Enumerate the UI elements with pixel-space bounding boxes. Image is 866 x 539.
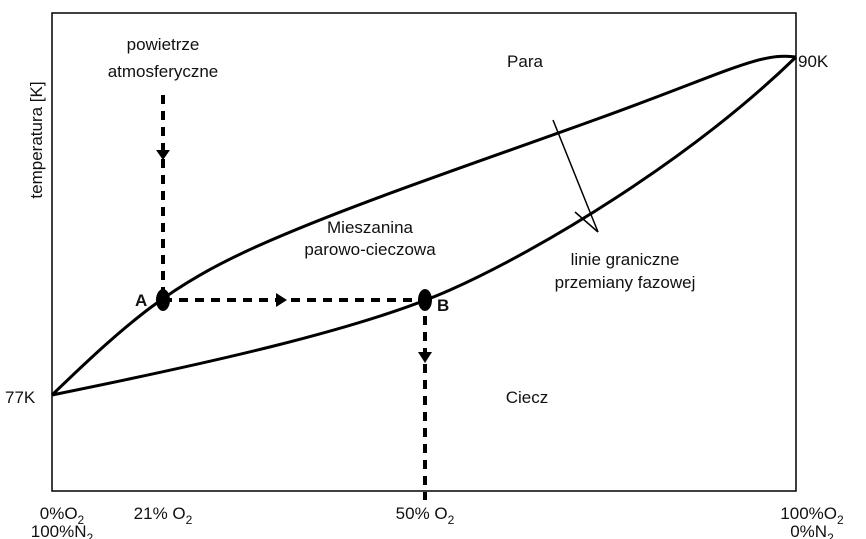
dew-curve — [50, 54, 797, 397]
x-label: 100%O2 — [780, 504, 844, 527]
region-label: Mieszanina — [327, 218, 414, 237]
x-label-sub: 2 — [827, 531, 834, 539]
axis-label: temperatura [K] — [27, 81, 46, 198]
x-label: 0%N2 — [790, 522, 834, 539]
temp-label: 77K — [5, 388, 36, 407]
bubble-curve — [51, 55, 798, 397]
x-label: 50% O2 — [396, 504, 455, 527]
region-label: parowo-cieczowa — [304, 240, 436, 259]
region-label: Para — [507, 52, 543, 71]
point-label: B — [437, 296, 449, 315]
x-label: 100%N2 — [31, 522, 94, 539]
leader-line — [552, 119, 599, 233]
x-label-sub: 2 — [87, 531, 94, 539]
region-label: Ciecz — [506, 388, 549, 407]
arrow — [276, 293, 287, 307]
x-label-sub: 2 — [837, 513, 844, 527]
point-a — [156, 289, 170, 311]
x-label-sub: 2 — [78, 513, 85, 527]
x-label-text: 0%O — [40, 504, 78, 523]
x-label-text: 21% O — [134, 504, 186, 523]
temp-label: 90K — [798, 52, 829, 71]
boundary-label: przemiany fazowej — [555, 273, 696, 292]
arrow — [418, 352, 432, 363]
x-label-text: 50% O — [396, 504, 448, 523]
boundary-label: linie graniczne — [571, 250, 680, 269]
x-label-text: 100%O — [780, 504, 837, 523]
x-label-text: 0%N — [790, 522, 827, 539]
x-label: 0%O2 — [40, 504, 85, 527]
frame — [51, 12, 797, 492]
point-b — [418, 289, 432, 311]
inlet-label: atmosferyczne — [108, 62, 219, 81]
x-label-sub: 2 — [448, 513, 455, 527]
inlet-label: powietrze — [127, 35, 200, 54]
leader-line — [574, 211, 599, 233]
point-label: A — [135, 291, 147, 310]
x-label-sub: 2 — [186, 513, 193, 527]
arrow — [156, 150, 170, 160]
x-label: 21% O2 — [134, 504, 193, 527]
x-label-text: 100%N — [31, 522, 87, 539]
